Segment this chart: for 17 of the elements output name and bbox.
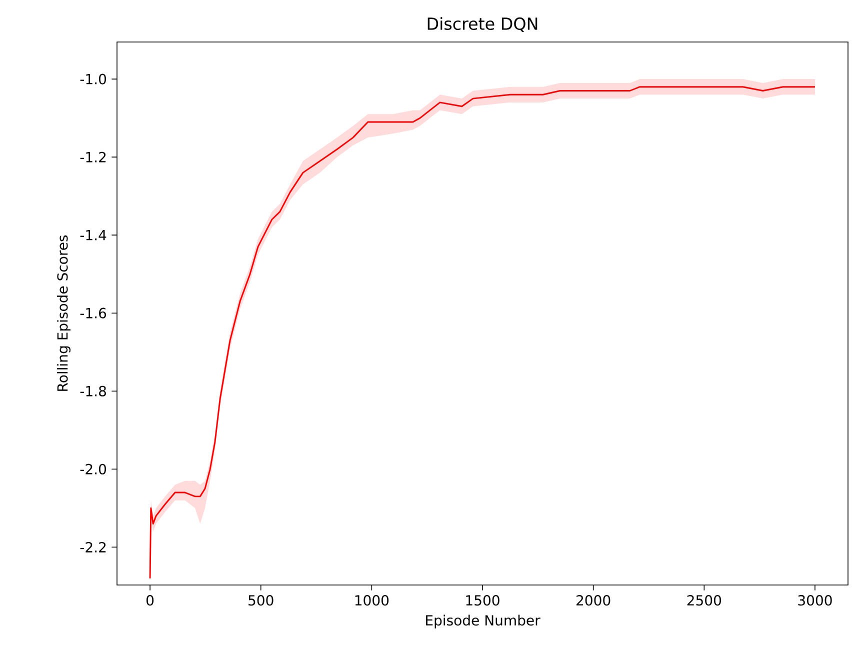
- x-tick-label: 1500: [466, 595, 500, 606]
- y-tick-label: -1.6: [80, 308, 106, 318]
- y-tick-label: -1.2: [80, 152, 106, 162]
- x-tick-label: 2000: [576, 595, 610, 606]
- x-tick-label: 3000: [798, 595, 832, 606]
- x-tick-label: 500: [248, 595, 274, 606]
- y-tick-label: -1.4: [80, 230, 106, 240]
- y-tick-label: -1.0: [80, 74, 106, 84]
- y-tick-label: -2.0: [80, 464, 106, 474]
- chart-title: Discrete DQN: [428, 17, 538, 32]
- y-tick-label: -1.8: [80, 386, 106, 396]
- x-tick-label: 2500: [687, 595, 722, 606]
- x-tick-label: 1000: [355, 595, 389, 606]
- x-tick-label: 0: [146, 595, 154, 606]
- y-axis-title: Rolling Episode Scores: [56, 235, 70, 391]
- x-axis-title: Episode Number: [426, 614, 540, 628]
- y-tick-label: -2.2: [80, 542, 106, 552]
